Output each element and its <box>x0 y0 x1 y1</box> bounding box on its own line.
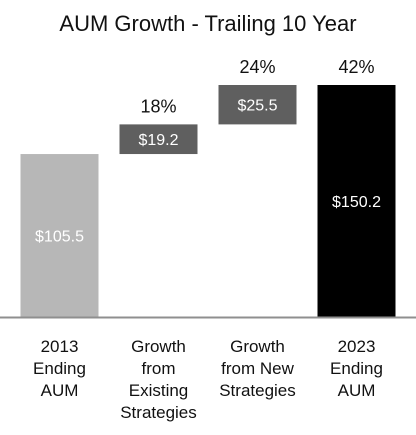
category-label-line: Ending <box>33 359 86 378</box>
category-label-line: Strategies <box>120 403 197 422</box>
category-label-line: Ending <box>330 359 383 378</box>
category-label-line: Strategies <box>219 381 296 400</box>
labels-layer: $105.5 2013 Ending AUM $19.2 18% Growth from Exi… <box>33 57 383 422</box>
category-label: Growth from New Strategies <box>219 337 296 400</box>
category-label-line: from <box>142 359 176 378</box>
category-label-line: Existing <box>129 381 189 400</box>
bar-2 <box>119 124 198 155</box>
category-label: 2023 Ending AUM <box>330 337 383 400</box>
bar-percent-label: 24% <box>239 57 275 77</box>
category-label-line: from New <box>221 359 294 378</box>
bar-1 <box>20 154 99 317</box>
bar-4 <box>317 85 396 317</box>
category-label: 2013 Ending AUM <box>33 337 86 400</box>
category-label: Growth from Existing Strategies <box>120 337 197 422</box>
bar-value-label: $25.5 <box>237 98 277 115</box>
category-label-line: 2023 <box>338 337 376 356</box>
category-label-line: Growth <box>131 337 186 356</box>
bar-value-label: $105.5 <box>35 229 84 246</box>
category-label-line: Growth <box>230 337 285 356</box>
category-label-line: 2013 <box>41 337 79 356</box>
category-label-line: AUM <box>338 381 376 400</box>
bars-layer <box>20 85 396 317</box>
bar-3 <box>218 85 297 125</box>
bar-value-label: $19.2 <box>138 132 178 149</box>
bar-percent-label: 42% <box>338 57 374 77</box>
bar-percent-label: 18% <box>140 96 176 116</box>
bar-value-label: $150.2 <box>332 194 381 211</box>
category-label-line: AUM <box>41 381 79 400</box>
chart-title: AUM Growth - Trailing 10 Year <box>59 11 356 36</box>
